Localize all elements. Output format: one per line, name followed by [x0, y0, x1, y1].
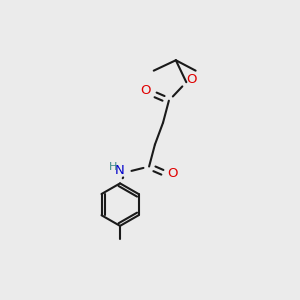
Text: O: O	[168, 167, 178, 180]
Text: N: N	[115, 164, 124, 177]
Text: O: O	[186, 74, 197, 86]
Text: O: O	[140, 84, 150, 97]
Text: H: H	[109, 162, 117, 172]
